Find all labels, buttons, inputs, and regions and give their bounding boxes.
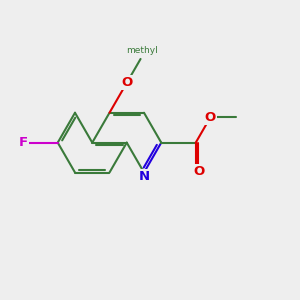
- Text: O: O: [121, 76, 132, 89]
- Text: O: O: [205, 111, 216, 124]
- Text: N: N: [138, 170, 150, 184]
- Text: F: F: [19, 136, 28, 149]
- Text: O: O: [194, 165, 205, 178]
- Text: methyl: methyl: [126, 46, 158, 56]
